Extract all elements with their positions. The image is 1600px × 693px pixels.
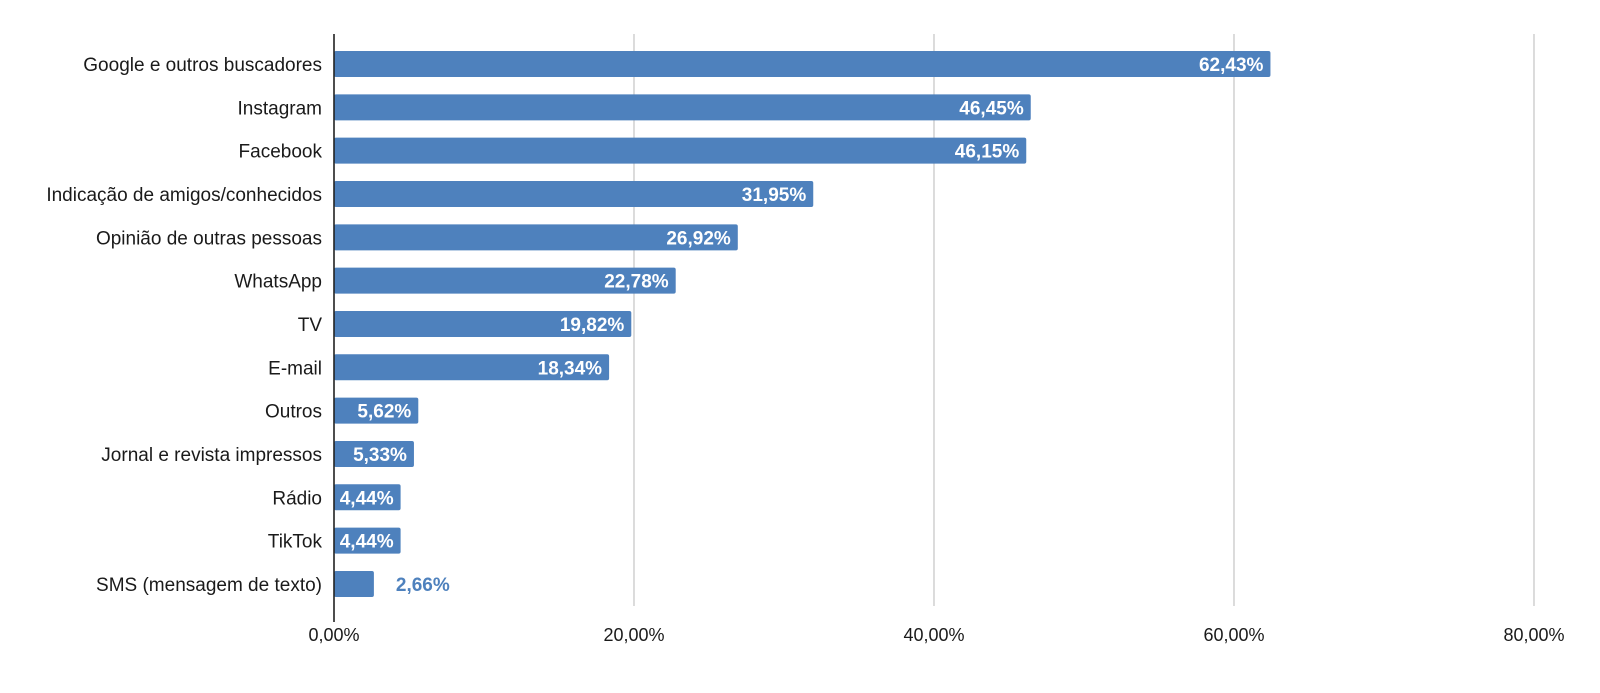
x-tick-label: 40,00% bbox=[903, 625, 964, 645]
bar bbox=[334, 310, 632, 337]
data-label: 2,66% bbox=[396, 575, 450, 596]
axes: 0,00% 20,00% 40,00% 60,00% 80,00% Google e ou… bbox=[46, 34, 1565, 645]
bar bbox=[334, 94, 1031, 121]
bar bbox=[334, 267, 676, 294]
bar bbox=[334, 440, 414, 467]
data-label: 62,43% bbox=[1199, 55, 1264, 76]
data-label: 19,82% bbox=[560, 315, 625, 336]
data-label: 18,34% bbox=[538, 358, 603, 379]
category-label: Rádio bbox=[272, 488, 322, 509]
category-label: Outros bbox=[265, 402, 322, 423]
category-label: TV bbox=[298, 315, 323, 336]
category-label: TikTok bbox=[268, 532, 323, 553]
category-label: Instagram bbox=[238, 98, 322, 119]
category-label: E-mail bbox=[268, 358, 322, 379]
data-label: 46,15% bbox=[955, 142, 1020, 163]
category-label: WhatsApp bbox=[234, 272, 322, 293]
x-tick-label: 80,00% bbox=[1503, 625, 1564, 645]
bar bbox=[334, 51, 1271, 77]
category-label: Indicação de amigos/conhecidos bbox=[46, 185, 322, 206]
data-label: 22,78% bbox=[604, 272, 669, 293]
bar bbox=[334, 397, 419, 424]
x-tick-label: 0,00% bbox=[308, 625, 359, 645]
bar bbox=[334, 354, 610, 381]
data-label: 4,44% bbox=[340, 532, 394, 553]
data-label: 46,45% bbox=[959, 98, 1024, 119]
x-tick-label: 60,00% bbox=[1203, 625, 1264, 645]
bar bbox=[334, 180, 814, 207]
bar bbox=[334, 224, 738, 251]
category-label: SMS (mensagem de texto) bbox=[96, 575, 322, 596]
category-label: Opinião de outras pessoas bbox=[96, 228, 322, 249]
bar bbox=[334, 137, 1027, 164]
category-label: Google e outros buscadores bbox=[83, 55, 322, 76]
x-tick-label: 20,00% bbox=[603, 625, 664, 645]
bars: 62,43% 46,45% 46,15% 31,95% 26,92% 22,78% 19,8… bbox=[334, 51, 1271, 597]
bar bbox=[334, 484, 401, 511]
data-label: 31,95% bbox=[742, 185, 807, 206]
bar bbox=[334, 570, 374, 597]
bar bbox=[334, 527, 401, 554]
data-label: 5,62% bbox=[357, 402, 411, 423]
data-label: 5,33% bbox=[353, 445, 407, 466]
data-label: 26,92% bbox=[666, 228, 731, 249]
gridlines bbox=[633, 34, 1535, 606]
category-label: Facebook bbox=[239, 142, 323, 163]
data-label: 4,44% bbox=[340, 488, 394, 509]
category-label: Jornal e revista impressos bbox=[101, 445, 322, 466]
